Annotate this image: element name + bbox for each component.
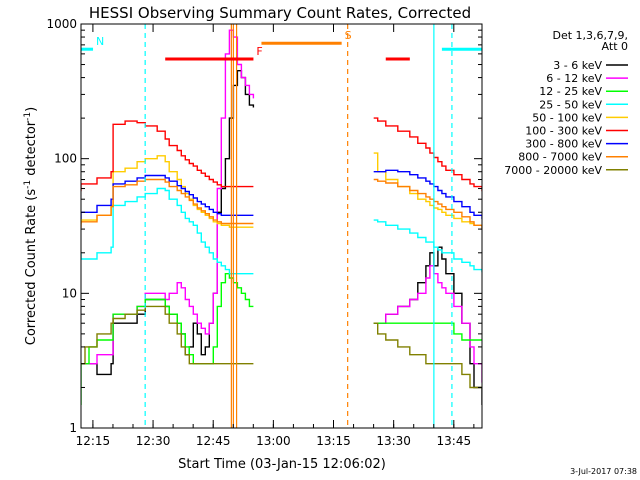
footer-timestamp: 3-Jul-2017 07:38 [570, 467, 637, 476]
y-tick-label-1: 1 [69, 421, 77, 435]
series-6-segment-2 [373, 117, 482, 192]
series-4 [81, 187, 482, 275]
chart-title: HESSI Observing Summary Count Rates, Cor… [89, 4, 471, 22]
legend-label-1: 3 - 6 keV [553, 59, 602, 72]
x-tick-label-6: 13:30 [376, 434, 411, 448]
legend-header-1: Det 1,3,6,7,9, [552, 29, 628, 42]
series-7-segment-2 [373, 169, 482, 220]
plot-frame [80, 23, 483, 429]
series-4-segment-2 [373, 219, 482, 273]
legend-label-5: 50 - 100 keV [532, 111, 602, 124]
series-8-segment-1 [81, 178, 254, 228]
x-tick-label-7: 13:45 [437, 434, 472, 448]
legend-label-2: 6 - 12 keV [546, 72, 602, 85]
flag-label-3: S [345, 29, 352, 42]
series-9 [81, 305, 482, 389]
x-tick-label-2: 12:30 [136, 434, 171, 448]
series-6-segment-1 [81, 120, 254, 192]
legend-label-6: 100 - 300 keV [525, 125, 602, 138]
legend-label-8: 800 - 7000 keV [518, 151, 602, 164]
series-9-segment-2 [373, 322, 482, 389]
x-tick-label-5: 13:15 [316, 434, 351, 448]
legend-label-3: 12 - 25 keV [539, 85, 602, 98]
legend-label-9: 7000 - 20000 keV [504, 164, 602, 177]
x-axis-label: Start Time (03-Jan-15 12:06:02) [178, 457, 386, 472]
series-4-segment-1 [81, 187, 254, 275]
series-9-segment-1 [81, 305, 254, 365]
x-tick-label-1: 12:15 [76, 434, 111, 448]
flag-label-2: F [256, 45, 262, 58]
y-tick-label-2: 10 [62, 286, 77, 300]
series-2-segment-2 [373, 265, 482, 383]
y-tick-label-3: 100 [54, 152, 77, 166]
series-3-segment-2 [373, 322, 482, 341]
series-8 [81, 178, 482, 230]
y-axis-label: Corrected Count Rate (s-1 detector-1) [23, 107, 39, 345]
legend-label-7: 300 - 800 keV [525, 138, 602, 151]
series-6 [81, 117, 482, 192]
y-tick-label-4: 1000 [46, 17, 77, 31]
x-tick-label-4: 13:00 [256, 434, 291, 448]
legend-label-4: 25 - 50 keV [539, 98, 602, 111]
flag-label-1: N [96, 35, 104, 48]
series-8-segment-2 [373, 178, 482, 230]
legend-header-2: Att 0 [602, 40, 628, 53]
x-tick-label-3: 12:45 [196, 434, 231, 448]
